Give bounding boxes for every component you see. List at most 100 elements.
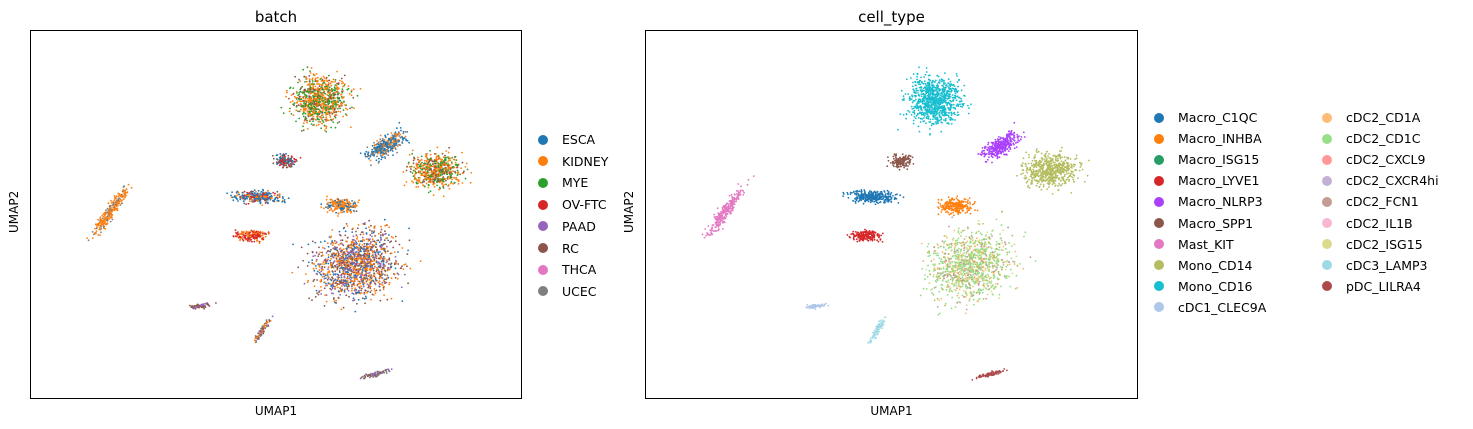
scatter-point [378,160,380,163]
scatter-point [398,139,401,142]
scatter-point [349,267,352,269]
scatter-point [400,129,402,132]
scatter-point [447,169,450,172]
scatter-point [293,163,295,166]
scatter-point [315,108,318,110]
scatter-point [314,265,317,267]
scatter-point [382,259,385,262]
scatter-point [317,123,320,126]
scatter-point [914,117,917,120]
scatter-point [357,257,359,260]
scatter-point [429,149,431,152]
scatter-point [302,129,305,132]
scatter-point [329,287,332,290]
scatter-point [381,149,384,152]
scatter-point [330,261,332,264]
scatter-point [387,154,390,157]
scatter-point [321,122,324,125]
scatter-point [936,83,939,85]
scatter-point [111,218,114,221]
scatter-cluster [359,368,393,380]
scatter-point [426,168,429,171]
scatter-point [333,297,335,299]
scatter-point [304,103,307,106]
scatter-point [339,293,342,296]
scatter-point [319,121,322,123]
scatter-point [408,141,410,144]
scatter-point [352,249,355,252]
scatter-point [383,247,385,250]
scatter-point [261,195,264,198]
scatter-point [301,85,304,88]
scatter-point [386,142,389,144]
scatter-point [329,263,332,266]
scatter-point [337,204,340,207]
scatter-point [925,67,928,69]
scatter-point [346,276,349,278]
scatter-point [323,207,325,210]
scatter-point [327,83,330,86]
scatter-point [374,225,376,228]
legend-item: UCEC [538,284,597,299]
scatter-point [354,268,356,270]
scatter-point [104,216,106,219]
scatter-point [279,161,281,164]
scatter-point [390,148,392,150]
scatter-point [947,107,950,110]
scatter-point [112,203,114,206]
scatter-point [285,95,287,98]
scatter-point [353,210,356,213]
scatter-point [372,267,375,270]
scatter-point [101,217,104,220]
scatter-point [235,231,237,234]
scatter-point [357,280,360,282]
scatter-point [302,92,304,94]
legend-item: RC [538,241,579,256]
scatter-point [251,235,254,238]
scatter-point [332,282,335,285]
scatter-point [318,83,321,86]
scatter-point [438,170,441,173]
scatter-point [436,181,438,183]
scatter-point [328,86,331,89]
scatter-point [349,278,352,281]
scatter-point [406,139,409,142]
scatter-point [431,163,434,165]
scatter-point [299,100,301,103]
scatter-point [345,284,348,286]
scatter-point [318,92,320,94]
scatter-point [343,280,346,282]
scatter-point [344,272,347,275]
scatter-point [336,88,339,91]
scatter-point [300,98,303,101]
scatter-point [384,233,386,236]
scatter-point [356,94,359,97]
scatter-point [365,374,368,376]
scatter-point [325,198,328,201]
scatter-point [360,254,363,257]
scatter-point [435,162,437,165]
scatter-point [340,308,343,311]
scatter-point [323,281,326,283]
scatter-point [381,252,383,255]
scatter-point [374,292,377,295]
scatter-point [343,264,346,267]
scatter-point [130,186,133,189]
scatter-point [352,299,354,302]
scatter-point [386,144,389,146]
scatter-point [106,222,109,225]
scatter-point [237,233,240,236]
scatter-point [272,162,275,165]
scatter-point [447,160,449,163]
scatter-point [432,183,434,186]
scatter-point [325,206,327,209]
scatter-point [375,246,377,249]
scatter-point [369,282,372,285]
scatter-point [324,101,327,104]
scatter-point [295,160,298,162]
scatter-point [333,240,336,242]
scatter-point [922,99,925,102]
scatter-point [341,253,344,256]
scatter-point [452,165,454,168]
scatter-point [298,110,301,113]
